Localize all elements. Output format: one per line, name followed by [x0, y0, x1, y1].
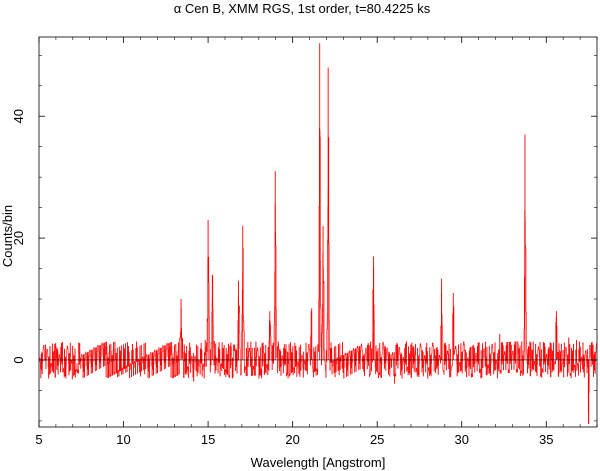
- series-group: [39, 43, 597, 424]
- x-axis-ticks: 5 10 15 20 25 30 35: [35, 37, 598, 447]
- x-tick-label: 25: [370, 432, 384, 447]
- chart-title: α Cen B, XMM RGS, 1st order, t=80.4225 k…: [174, 1, 431, 16]
- y-tick-label: 40: [11, 109, 26, 123]
- x-tick-label: 5: [35, 432, 42, 447]
- y-tick-label: 0: [11, 356, 26, 363]
- x-tick-label: 15: [201, 432, 215, 447]
- plot-area: 5 10 15 20 25 30 35 0 20 40: [11, 36, 598, 447]
- x-axis-label: Wavelength [Angstrom]: [251, 455, 386, 470]
- x-tick-label: 30: [454, 432, 468, 447]
- y-axis-label: Counts/bin: [0, 205, 15, 267]
- y-tick-label: 20: [11, 231, 26, 245]
- plot-frame: [38, 36, 598, 428]
- x-tick-label: 10: [116, 432, 130, 447]
- spectrum-line: [39, 128, 597, 424]
- y-axis-ticks: 0 20 40: [11, 54, 597, 422]
- x-tick-label: 35: [539, 432, 553, 447]
- x-tick-label: 20: [285, 432, 299, 447]
